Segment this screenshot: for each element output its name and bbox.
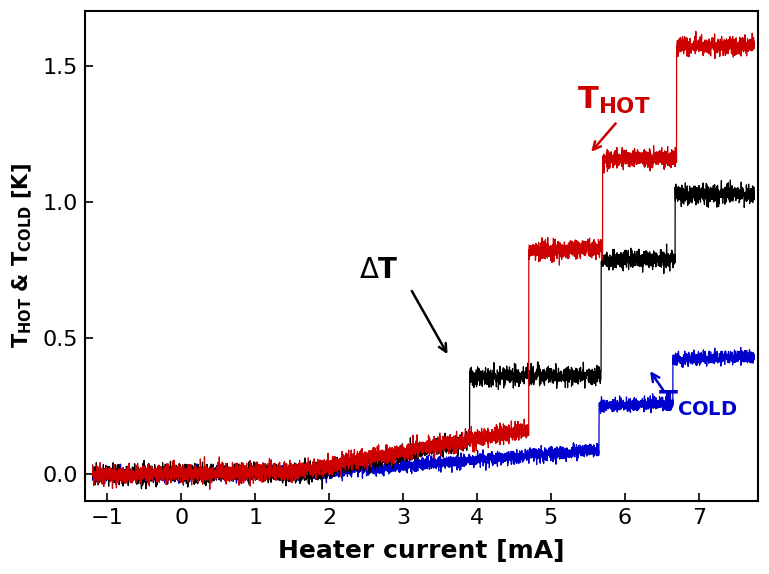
X-axis label: Heater current [mA]: Heater current [mA] — [278, 539, 564, 563]
Text: T$_{\mathregular{COLD}}$: T$_{\mathregular{COLD}}$ — [658, 388, 737, 418]
Text: $\Delta$T: $\Delta$T — [358, 256, 398, 284]
Y-axis label: T$_{\mathregular{HOT}}$ & T$_{\mathregular{COLD}}$ [K]: T$_{\mathregular{HOT}}$ & T$_{\mathregul… — [11, 164, 35, 348]
Text: T$_{\mathregular{HOT}}$: T$_{\mathregular{HOT}}$ — [577, 85, 651, 116]
